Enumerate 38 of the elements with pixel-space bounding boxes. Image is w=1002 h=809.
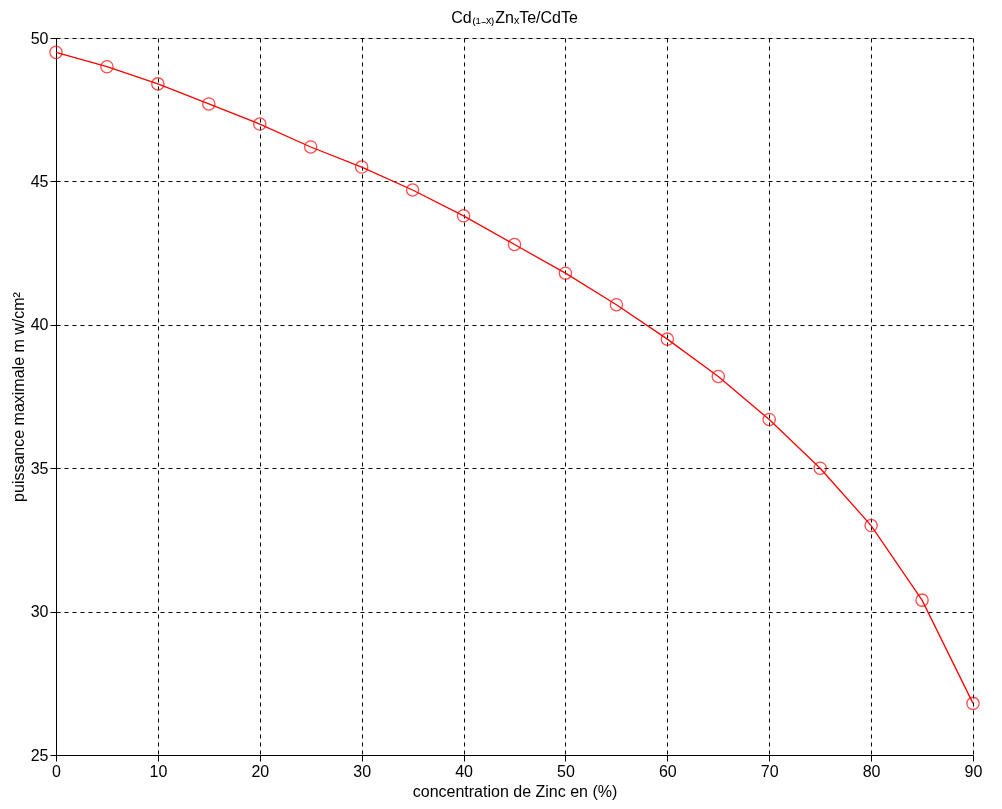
y-tick-label: 50 bbox=[30, 29, 49, 47]
y-tick-label: 35 bbox=[30, 459, 49, 477]
point bbox=[100, 59, 114, 74]
point bbox=[558, 266, 573, 280]
x-tick-label: 90 bbox=[964, 762, 983, 780]
x-axis-title: concentration de Zinc en (%) bbox=[412, 782, 618, 800]
x-tick-label: 50 bbox=[557, 762, 575, 780]
point bbox=[507, 237, 522, 252]
point bbox=[253, 117, 267, 131]
x-tick-label: 20 bbox=[251, 762, 270, 780]
y-axis-title: puissance maximale m w/cm² bbox=[9, 291, 27, 502]
point bbox=[966, 696, 980, 711]
point bbox=[354, 160, 369, 174]
point bbox=[151, 77, 165, 91]
point bbox=[609, 297, 624, 312]
point bbox=[762, 412, 776, 427]
x-tick-label: 80 bbox=[862, 762, 881, 780]
point bbox=[813, 461, 827, 475]
point bbox=[405, 183, 420, 197]
point bbox=[202, 97, 216, 111]
x-tick-label: 30 bbox=[353, 762, 372, 780]
point bbox=[915, 593, 929, 607]
y-tick-label: 45 bbox=[30, 172, 49, 190]
y-tick-label: 40 bbox=[30, 316, 49, 334]
x-tick-label: 70 bbox=[760, 762, 779, 780]
point bbox=[864, 518, 878, 533]
point bbox=[456, 209, 471, 223]
point bbox=[303, 140, 318, 154]
chart-title: Cd₍₁₋ₓ₎ZnₓTe/CdTe bbox=[451, 9, 578, 27]
x-tick-label: 0 bbox=[52, 762, 62, 780]
point bbox=[711, 369, 726, 384]
x-tick-label: 10 bbox=[149, 762, 168, 780]
x-tick-label: 40 bbox=[455, 762, 474, 780]
point bbox=[49, 45, 63, 60]
y-tick-label: 30 bbox=[30, 603, 49, 621]
x-tick-label: 60 bbox=[658, 762, 677, 780]
point bbox=[660, 332, 675, 346]
y-tick-label: 25 bbox=[30, 746, 49, 764]
